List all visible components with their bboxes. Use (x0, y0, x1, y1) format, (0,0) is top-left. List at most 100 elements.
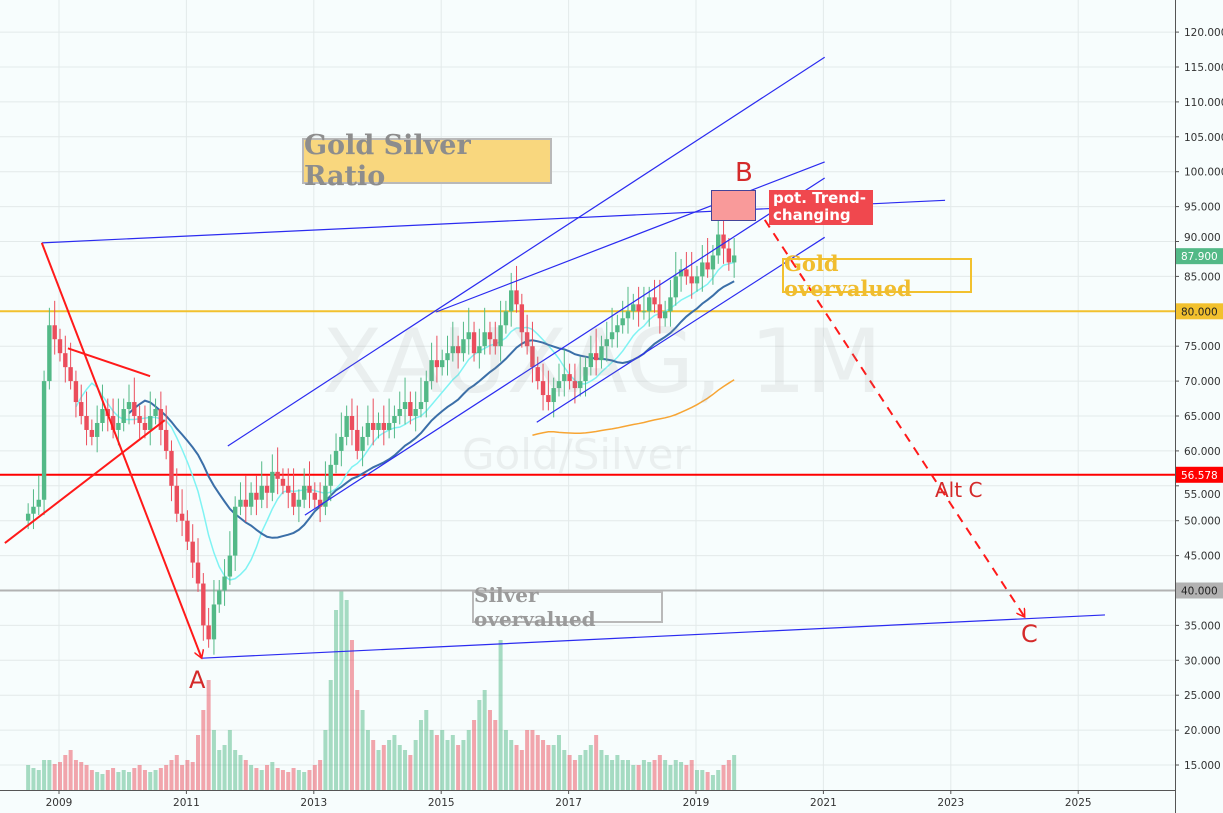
candle[interactable] (716, 217, 721, 264)
candle[interactable] (137, 405, 142, 439)
candle[interactable] (349, 398, 355, 446)
candle[interactable] (609, 307, 615, 348)
candle[interactable] (392, 405, 397, 439)
candle[interactable] (31, 489, 36, 530)
candle[interactable] (121, 398, 126, 432)
candle[interactable] (201, 573, 206, 641)
candle[interactable] (100, 384, 105, 432)
candle[interactable] (471, 321, 477, 362)
candle[interactable] (63, 335, 68, 383)
candle[interactable] (333, 433, 339, 474)
candle[interactable] (620, 300, 625, 334)
candle[interactable] (264, 475, 270, 509)
candle[interactable] (524, 314, 530, 355)
candle[interactable] (710, 244, 716, 285)
candle[interactable] (631, 293, 636, 320)
candle[interactable] (636, 286, 641, 327)
candle[interactable] (599, 335, 604, 369)
candle[interactable] (370, 398, 376, 446)
candle[interactable] (509, 272, 514, 327)
candle[interactable] (376, 412, 381, 439)
candle[interactable] (291, 468, 296, 516)
candle[interactable] (84, 391, 89, 446)
candle[interactable] (41, 370, 47, 516)
candle[interactable] (116, 398, 121, 446)
trend-line[interactable] (201, 614, 1105, 659)
trend-line[interactable] (536, 236, 825, 423)
candle[interactable] (328, 454, 333, 502)
candle[interactable] (222, 559, 227, 606)
candle[interactable] (307, 461, 312, 509)
candle[interactable] (487, 321, 493, 355)
trend-line[interactable] (227, 56, 826, 447)
candle[interactable] (206, 607, 211, 648)
candle[interactable] (301, 468, 307, 509)
chart-title-box[interactable]: Gold Silver Ratio (302, 130, 552, 192)
candle[interactable] (132, 377, 137, 425)
candle[interactable] (243, 475, 248, 523)
candle[interactable] (280, 468, 286, 495)
candle[interactable] (360, 426, 365, 467)
candle[interactable] (339, 412, 344, 467)
candle[interactable] (588, 335, 594, 376)
trend-line[interactable] (435, 161, 825, 313)
candle[interactable] (52, 300, 57, 355)
candle[interactable] (174, 468, 179, 523)
candle[interactable] (546, 370, 551, 411)
candle[interactable] (73, 370, 79, 418)
candle[interactable] (641, 286, 647, 320)
candle[interactable] (726, 238, 732, 271)
trend-change-note[interactable]: pot. Trend-changing (769, 190, 873, 225)
trend-line[interactable] (40, 242, 202, 658)
candle[interactable] (323, 461, 328, 516)
candle[interactable] (662, 300, 668, 327)
candle[interactable] (731, 238, 737, 278)
candle[interactable] (286, 468, 291, 509)
candle[interactable] (68, 342, 73, 390)
candle[interactable] (604, 321, 609, 362)
candle[interactable] (217, 580, 222, 613)
candle[interactable] (572, 363, 578, 404)
candle[interactable] (689, 251, 694, 299)
candle[interactable] (158, 391, 164, 446)
candle[interactable] (110, 398, 116, 439)
candle[interactable] (418, 377, 424, 418)
candle[interactable] (259, 461, 264, 509)
candle[interactable] (142, 405, 148, 439)
candle[interactable] (466, 307, 471, 355)
candle[interactable] (79, 384, 84, 425)
candle[interactable] (424, 370, 429, 418)
candle[interactable] (317, 482, 323, 523)
candle[interactable] (254, 475, 259, 516)
candle[interactable] (556, 363, 562, 397)
candle[interactable] (296, 489, 302, 523)
candle[interactable] (477, 328, 482, 369)
candle[interactable] (169, 440, 174, 502)
candle[interactable] (615, 314, 620, 348)
candle[interactable] (163, 405, 169, 460)
trend-line[interactable] (304, 177, 826, 516)
gold-overvalued-box[interactable]: Gold overvalued (782, 251, 972, 301)
candle[interactable] (647, 286, 652, 327)
candle[interactable] (195, 538, 201, 592)
candle[interactable] (434, 335, 440, 383)
trend-line[interactable] (67, 347, 151, 378)
candle[interactable] (312, 482, 317, 509)
candle[interactable] (275, 447, 280, 495)
candle[interactable] (530, 321, 535, 383)
candle[interactable] (211, 580, 217, 655)
candle[interactable] (450, 321, 456, 362)
candle[interactable] (227, 531, 233, 585)
candle[interactable] (625, 286, 631, 334)
candle[interactable] (126, 384, 132, 425)
candle[interactable] (270, 454, 275, 502)
candle[interactable] (179, 489, 185, 537)
candle[interactable] (540, 363, 546, 411)
candle[interactable] (657, 279, 663, 334)
candle[interactable] (89, 419, 95, 446)
candle[interactable] (440, 349, 445, 376)
candle[interactable] (562, 349, 567, 397)
candle[interactable] (344, 405, 349, 446)
candle[interactable] (386, 398, 392, 439)
